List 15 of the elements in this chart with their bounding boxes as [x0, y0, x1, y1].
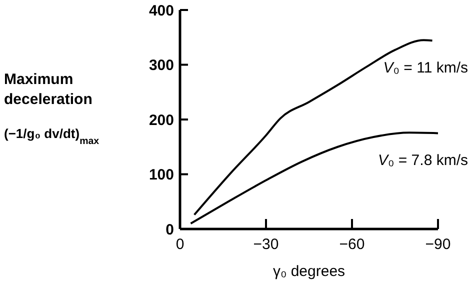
y-tick-label: 200 — [148, 112, 174, 129]
x-axis-title: γ₀ degrees — [272, 263, 346, 280]
y-tick-label: 300 — [148, 57, 174, 74]
x-tick-label: 0 — [176, 236, 184, 253]
line-series — [193, 39, 434, 216]
x-tick-label: −90 — [425, 236, 451, 253]
x-tick-label: −60 — [339, 236, 365, 253]
series-label: V₀ = 11 km/s — [383, 60, 468, 77]
text: Maximum deceleration (−1/g₀ dv/dt)$_{max}$ — [4, 71, 100, 146]
y-tick-label: 100 — [148, 166, 174, 184]
y-tick-label: 0 — [166, 221, 174, 238]
x-tick-label: −30 — [253, 236, 279, 253]
line-series — [190, 132, 439, 225]
y-tick-label: 400 — [148, 2, 174, 20]
series-label: V₀ = 7.8 km/s — [378, 152, 468, 170]
